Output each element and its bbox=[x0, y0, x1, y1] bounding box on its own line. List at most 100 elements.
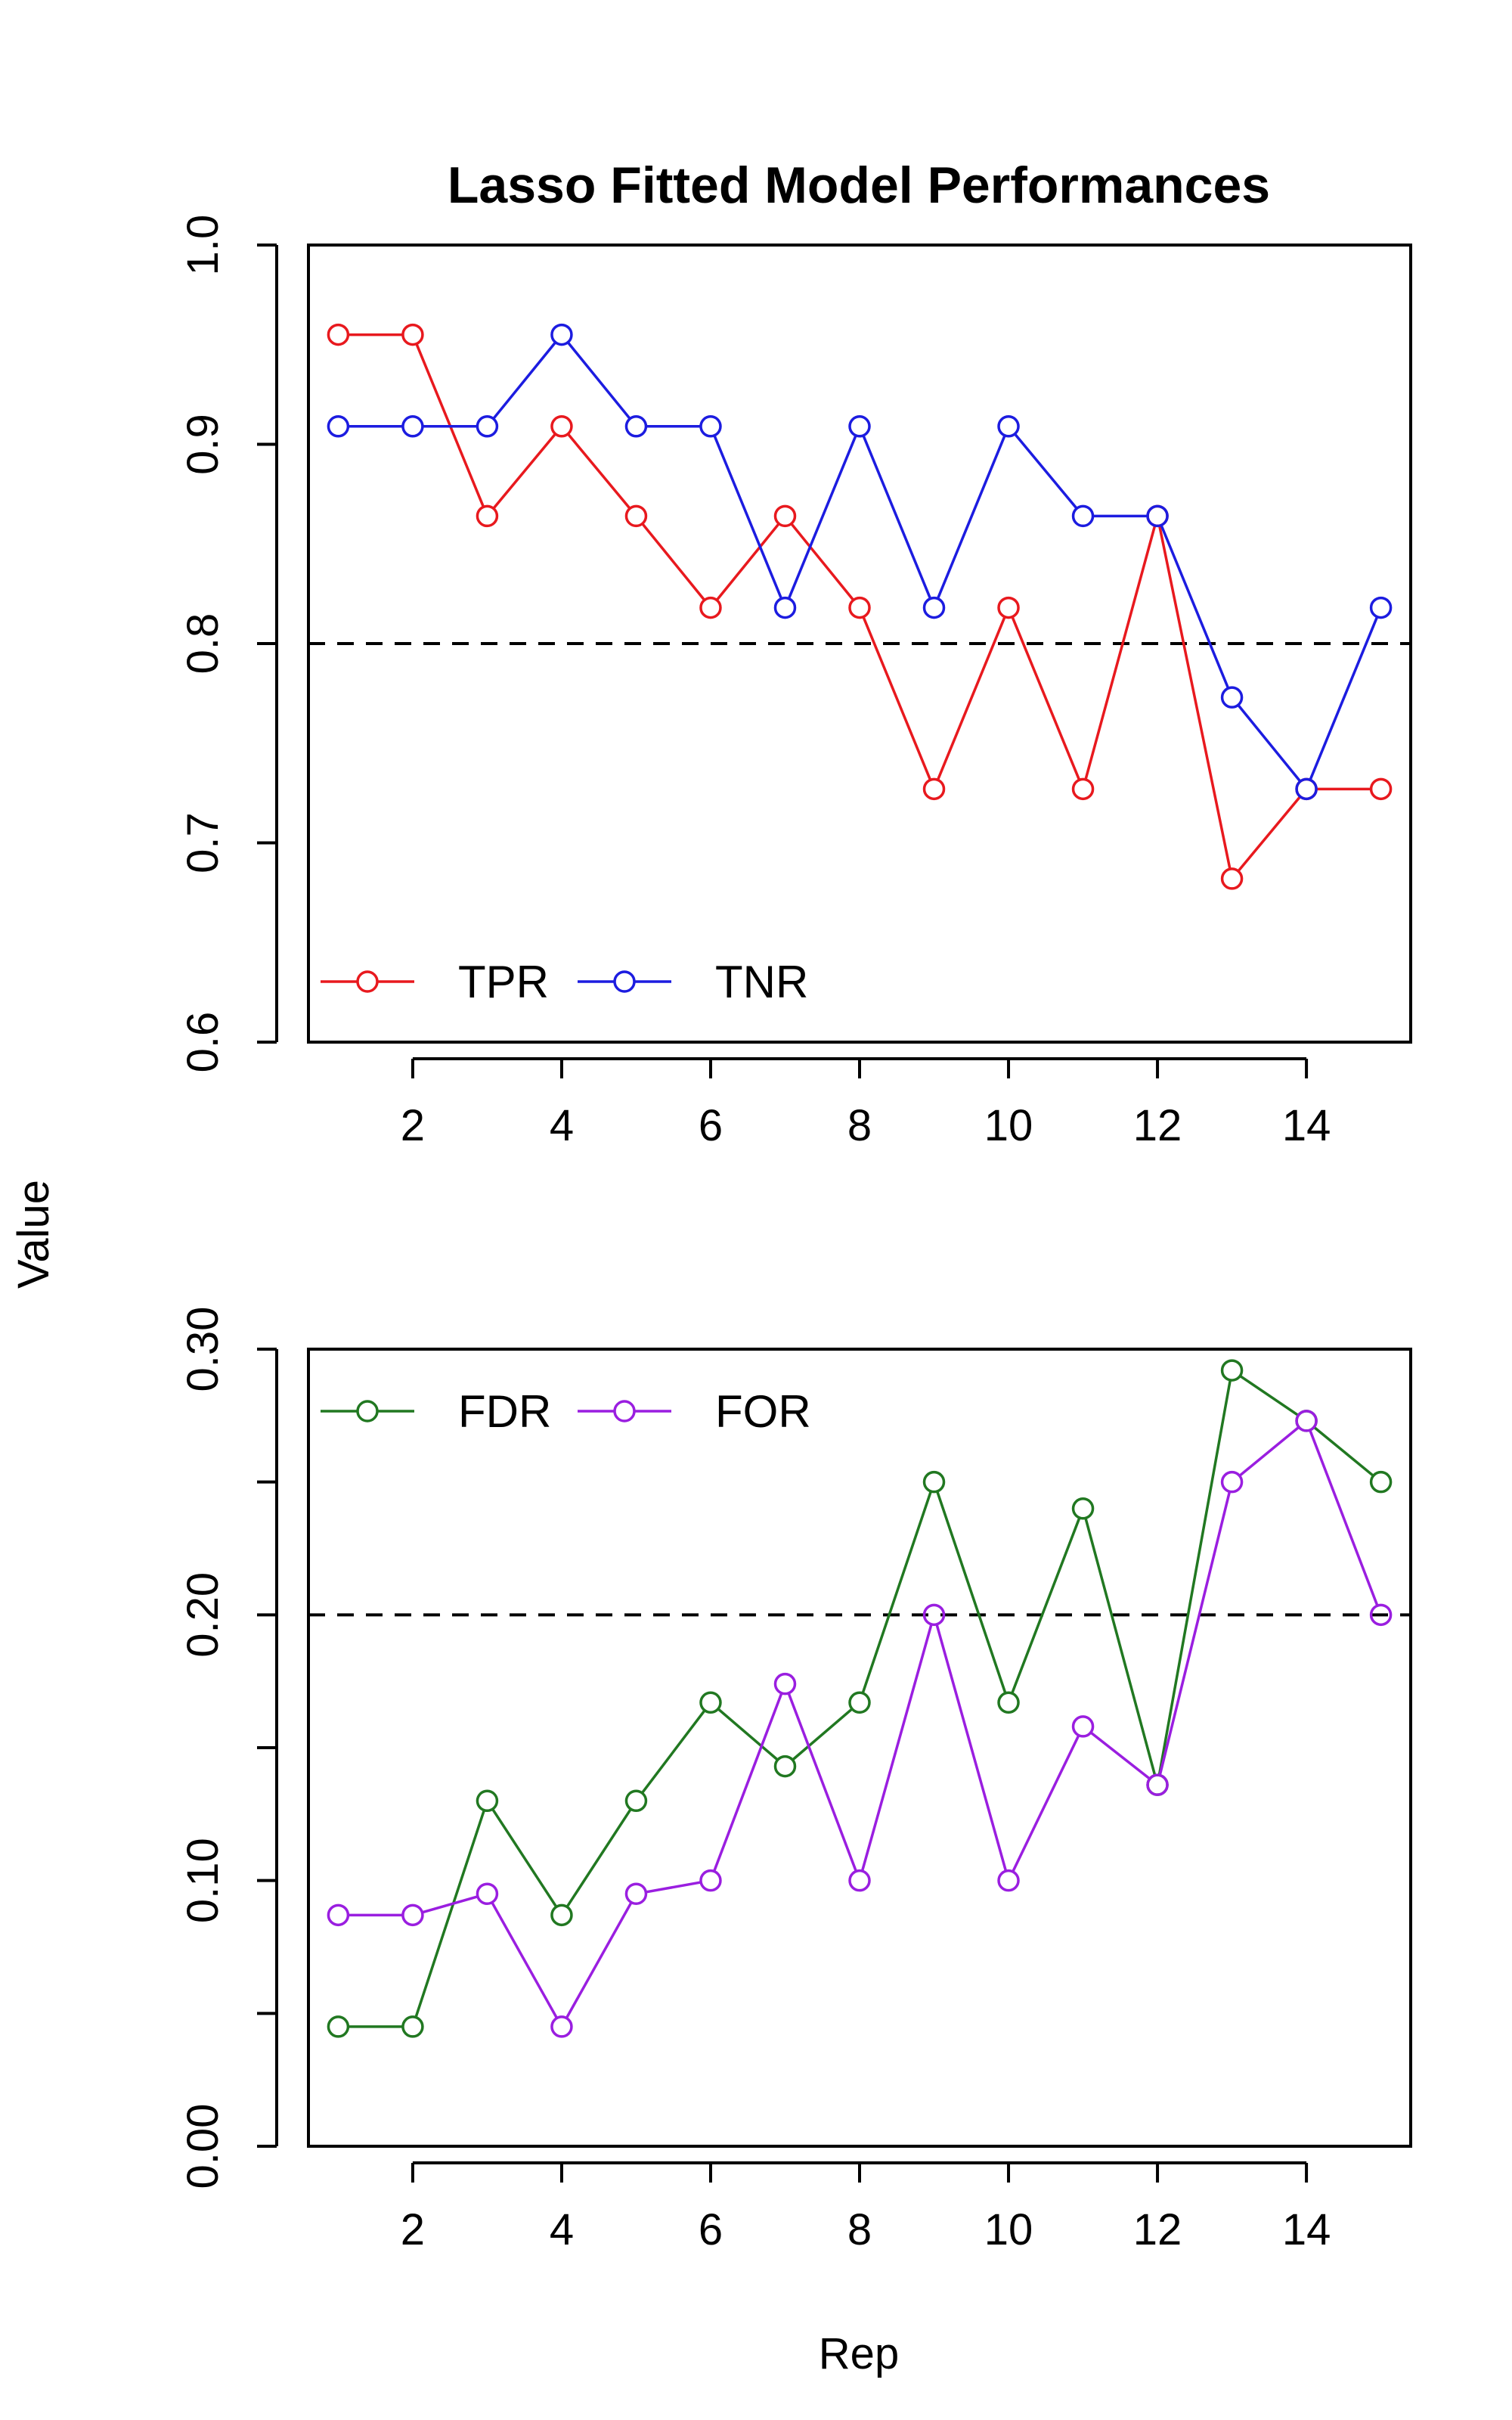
legend-tnr-marker bbox=[613, 970, 636, 993]
x-tick-label: 10 bbox=[984, 1101, 1033, 1150]
bottom-panel-fdr-for: 2 4 6 8 10 12 14 0.00 0.10 0.20 0.30 FDR FOR bbox=[178, 1307, 1412, 2254]
tpr-point bbox=[922, 777, 946, 801]
tnr-point bbox=[1146, 504, 1169, 528]
for-point bbox=[699, 1869, 722, 1892]
chart-title: Lasso Fitted Model Performances bbox=[448, 157, 1270, 214]
tnr-point bbox=[401, 415, 424, 438]
fdr-line-segment bbox=[640, 1709, 706, 1794]
fdr-line-segment bbox=[1239, 1374, 1300, 1417]
fdr-line-segment bbox=[717, 1708, 779, 1761]
tpr-line-segment bbox=[1157, 525, 1232, 870]
tpr-line-segment bbox=[936, 616, 1006, 780]
tnr-line-segment bbox=[1013, 433, 1078, 510]
x-tick-label: 4 bbox=[550, 1101, 574, 1150]
fdr-line-segment bbox=[491, 1808, 558, 1908]
y-tick-label: 1.0 bbox=[178, 215, 228, 276]
legend-tnr-label: TNR bbox=[715, 957, 808, 1007]
legend-tpr-marker bbox=[356, 970, 379, 993]
tnr-point bbox=[550, 323, 573, 346]
for-point bbox=[1369, 1603, 1393, 1627]
fdr-point bbox=[401, 2015, 424, 2038]
for-line-segment bbox=[860, 1624, 933, 1872]
y-tick-label: 0.10 bbox=[178, 1838, 228, 1923]
tnr-line-segment bbox=[492, 341, 557, 420]
tnr-point bbox=[997, 415, 1020, 438]
fdr-line-segment bbox=[861, 1491, 933, 1694]
for-point bbox=[922, 1603, 946, 1627]
top-panel-tpr-tnr: 2 4 6 8 10 12 14 0.6 0.7 0.8 0.9 1.0 TPR TNR bbox=[178, 215, 1412, 1150]
tpr-point bbox=[550, 415, 573, 438]
x-tick-label: 6 bbox=[699, 1101, 723, 1150]
tnr-line-segment bbox=[713, 435, 783, 600]
for-point bbox=[1146, 1773, 1169, 1796]
tnr-point bbox=[624, 415, 648, 438]
tpr-line-segment bbox=[566, 433, 631, 510]
fdr-point bbox=[773, 1754, 797, 1778]
tnr-point bbox=[476, 415, 499, 438]
tnr-point bbox=[1369, 596, 1393, 619]
tpr-point bbox=[1071, 777, 1095, 801]
tnr-point bbox=[1071, 504, 1095, 528]
tpr-point bbox=[1220, 867, 1244, 890]
tnr-point bbox=[922, 596, 946, 619]
fdr-line-segment bbox=[1313, 1426, 1374, 1477]
x-tick-label: 12 bbox=[1133, 2205, 1182, 2254]
for-point bbox=[1295, 1410, 1318, 1432]
y-tick-label: 0.30 bbox=[178, 1307, 228, 1392]
legend-fdr-label: FDR bbox=[458, 1386, 551, 1437]
x-tick-label: 2 bbox=[401, 1101, 425, 1150]
fdr-point bbox=[1220, 1359, 1244, 1382]
legend: TPR TNR bbox=[321, 957, 808, 1007]
fdr-point bbox=[476, 1789, 499, 1813]
for-point bbox=[550, 2015, 573, 2038]
for-line-segment bbox=[787, 1692, 858, 1872]
tpr-line-segment bbox=[1237, 796, 1302, 873]
for-line-segment bbox=[1158, 1491, 1232, 1776]
tnr-point bbox=[1295, 777, 1318, 801]
y-tick-label: 0.9 bbox=[178, 414, 228, 475]
legend: FDR FOR bbox=[321, 1386, 811, 1437]
tnr-line-segment bbox=[862, 435, 932, 600]
x-tick-label: 12 bbox=[1133, 1101, 1182, 1150]
for-line-segment bbox=[1309, 1429, 1379, 1606]
for-point bbox=[476, 1882, 499, 1905]
fdr-point bbox=[699, 1691, 722, 1714]
fdr-point bbox=[624, 1789, 648, 1813]
for-line-segment bbox=[565, 1901, 633, 2019]
fdr-point bbox=[550, 1903, 573, 1927]
tpr-point bbox=[1369, 777, 1393, 801]
fdr-line-segment bbox=[1011, 1517, 1081, 1694]
x-axis-title: Rep bbox=[819, 2329, 899, 2378]
y-tick-label: 0.6 bbox=[178, 1012, 228, 1073]
tnr-point bbox=[327, 415, 350, 438]
tnr-line-segment bbox=[936, 435, 1006, 600]
tnr-line-segment bbox=[787, 435, 857, 600]
tpr-line-segment bbox=[715, 523, 780, 601]
tpr-point bbox=[624, 504, 648, 528]
x-tick-label: 6 bbox=[699, 2205, 723, 2254]
x-tick-label: 2 bbox=[401, 2205, 425, 2254]
y-tick-label: 0.7 bbox=[178, 812, 228, 873]
for-line-segment bbox=[645, 1881, 702, 1894]
plot-frame bbox=[307, 1348, 1412, 2148]
tnr-line-segment bbox=[1160, 524, 1230, 689]
tpr-point bbox=[699, 596, 722, 619]
tpr-point bbox=[327, 323, 350, 346]
tpr-line-segment bbox=[862, 616, 932, 780]
x-tick-label: 8 bbox=[847, 1101, 872, 1150]
y-tick-label: 0.00 bbox=[178, 2104, 228, 2189]
legend-tpr-label: TPR bbox=[458, 957, 549, 1007]
tnr-line-segment bbox=[566, 341, 631, 420]
x-tick-label: 4 bbox=[550, 2205, 574, 2254]
tnr-line-segment bbox=[1237, 704, 1302, 783]
tpr-point bbox=[997, 596, 1020, 619]
for-point bbox=[327, 1903, 350, 1927]
tpr-line-segment bbox=[1011, 616, 1081, 780]
fdr-line-segment bbox=[414, 1810, 486, 2018]
y-tick-label: 0.20 bbox=[178, 1572, 228, 1658]
tpr-line-segment bbox=[790, 523, 855, 601]
for-point bbox=[1220, 1470, 1244, 1494]
x-tick-label: 14 bbox=[1282, 2205, 1331, 2254]
for-point bbox=[624, 1882, 648, 1905]
